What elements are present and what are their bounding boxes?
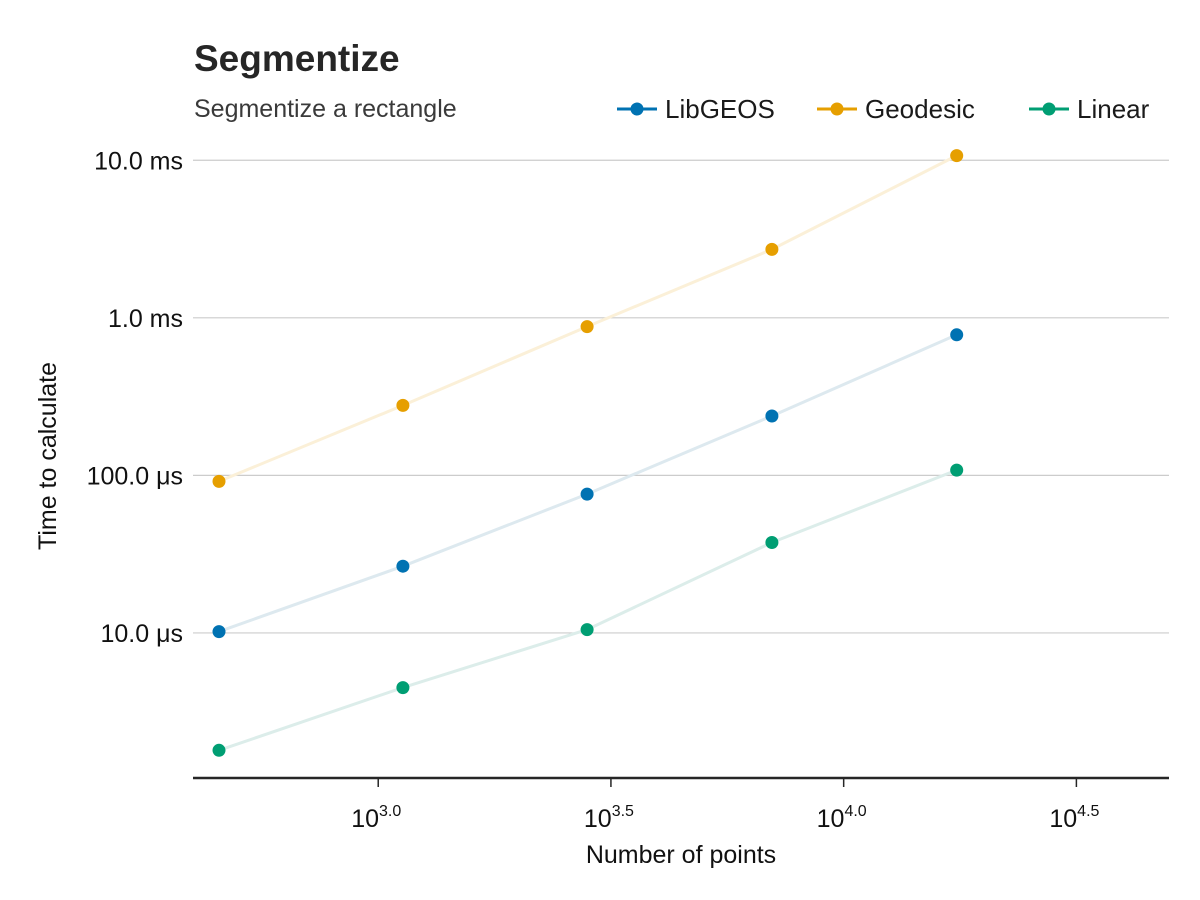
data-point-libgeos-0 <box>212 625 226 639</box>
legend-marker-geodesic <box>830 102 844 116</box>
data-point-libgeos-1 <box>396 559 410 573</box>
x-axis-label: Number of points <box>586 841 776 869</box>
data-point-geodesic-1 <box>396 398 410 412</box>
series-line-linear <box>218 468 958 752</box>
chart-title: Segmentize <box>194 38 400 79</box>
data-point-linear-2 <box>580 623 594 637</box>
legend-marker-linear <box>1042 102 1056 116</box>
series-lines <box>218 154 958 752</box>
data-point-linear-0 <box>212 743 226 757</box>
x-tick-label-2: 104.0 <box>817 803 867 833</box>
data-point-geodesic-0 <box>212 474 226 488</box>
y-axis-label: Time to calculate <box>34 362 62 550</box>
legend-item-libgeos: LibGEOS <box>617 94 775 124</box>
x-tick-label-1: 103.5 <box>584 803 634 833</box>
legend-item-geodesic: Geodesic <box>817 94 975 124</box>
series-points <box>212 149 964 757</box>
x-tick-label-0: 103.0 <box>351 803 401 833</box>
data-point-libgeos-3 <box>765 409 779 423</box>
y-axis-ticks: 10.0 μs 100.0 μs 1.0 ms 10.0 ms <box>87 147 183 648</box>
legend-label-libgeos: LibGEOS <box>665 94 775 124</box>
data-point-linear-3 <box>765 536 779 549</box>
legend: LibGEOS Geodesic Linear <box>617 94 1150 124</box>
y-tick-label-2: 1.0 ms <box>108 305 183 333</box>
legend-item-linear: Linear <box>1029 94 1150 124</box>
series-line-libgeos <box>218 333 958 634</box>
legend-label-geodesic: Geodesic <box>865 94 975 124</box>
data-point-geodesic-2 <box>580 320 594 334</box>
series-line-geodesic <box>218 154 958 483</box>
data-point-linear-4 <box>950 463 964 477</box>
y-tick-label-1: 100.0 μs <box>87 462 183 490</box>
data-point-libgeos-2 <box>580 487 594 501</box>
data-point-libgeos-4 <box>950 328 964 342</box>
gridlines <box>193 159 1169 634</box>
data-point-geodesic-3 <box>765 242 779 256</box>
data-point-linear-1 <box>396 681 410 695</box>
legend-marker-libgeos <box>630 102 644 116</box>
y-tick-label-0: 10.0 μs <box>100 620 183 648</box>
chart-subtitle: Segmentize a rectangle <box>194 95 457 123</box>
y-tick-label-3: 10.0 ms <box>94 147 183 175</box>
legend-label-linear: Linear <box>1077 94 1150 124</box>
x-tick-label-3: 104.5 <box>1049 803 1099 833</box>
x-axis-ticks: 103.0 103.5 104.0 104.5 <box>351 778 1100 833</box>
data-point-geodesic-4 <box>950 149 964 163</box>
